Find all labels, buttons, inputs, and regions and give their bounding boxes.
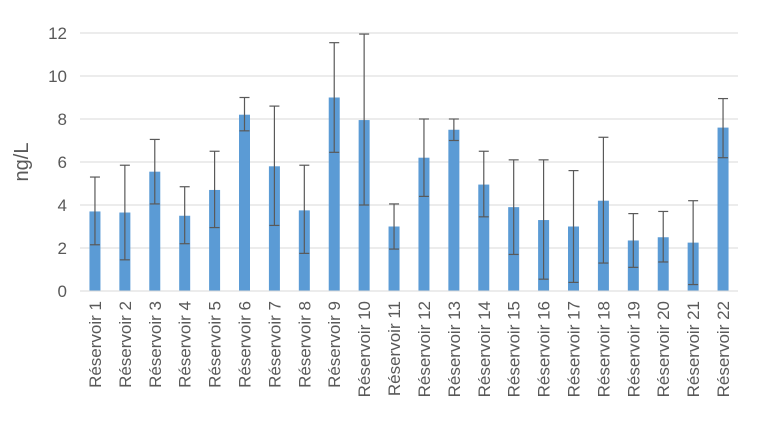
category-label-19: Réservoir 19 (624, 301, 643, 397)
category-label-14: Réservoir 14 (475, 301, 494, 397)
error-bar-2 (119, 164, 130, 261)
category-label-3: Réservoir 3 (146, 301, 165, 388)
error-bar-15 (508, 159, 519, 256)
category-label-5: Réservoir 5 (206, 301, 225, 388)
category-label-17: Réservoir 17 (565, 301, 584, 397)
error-bar-16 (538, 159, 549, 280)
category-labels: Réservoir 1 Réservoir 2 Réservoir 3 Réservo… (86, 301, 733, 397)
error-bar-12 (418, 118, 429, 197)
bar-20 (657, 237, 669, 291)
error-bars (89, 33, 729, 286)
bars (89, 97, 729, 291)
bar-3 (149, 171, 161, 291)
category-label-9: Réservoir 9 (325, 301, 344, 388)
bar-9 (328, 97, 340, 291)
y-axis-ticks: 0 2 4 6 8 10 12 (48, 24, 67, 301)
error-bar-4 (179, 186, 190, 245)
bar-14 (478, 184, 490, 291)
error-bar-7 (269, 105, 280, 227)
error-bar-8 (299, 164, 310, 254)
bar-5 (209, 189, 221, 291)
error-bar-14 (478, 150, 489, 218)
error-bar-18 (598, 136, 609, 264)
y-tick-label: 10 (48, 67, 67, 86)
category-label-1: Réservoir 1 (86, 301, 105, 388)
category-label-11: Réservoir 11 (385, 301, 404, 396)
error-bar-17 (568, 170, 579, 283)
error-bar-5 (209, 150, 220, 229)
category-label-16: Réservoir 16 (535, 301, 554, 397)
y-tick-label: 6 (58, 153, 67, 172)
category-label-2: Réservoir 2 (116, 301, 135, 388)
category-label-15: Réservoir 15 (505, 301, 524, 397)
category-label-18: Réservoir 18 (594, 301, 613, 397)
bar-12 (418, 157, 430, 291)
y-tick-label: 2 (58, 239, 67, 258)
bar-11 (388, 226, 400, 291)
y-tick-label: 12 (48, 24, 67, 43)
error-bar-1 (89, 176, 100, 246)
bar-1 (89, 211, 101, 291)
error-bar-13 (448, 118, 459, 142)
category-label-10: Réservoir 10 (355, 301, 374, 397)
error-bar-20 (658, 210, 669, 263)
category-label-22: Réservoir 22 (714, 301, 733, 397)
y-tick-label: 4 (58, 196, 67, 215)
category-label-8: Réservoir 8 (295, 301, 314, 388)
y-tick-label: 0 (58, 282, 67, 301)
category-label-20: Réservoir 20 (654, 301, 673, 397)
error-bar-3 (149, 138, 160, 205)
error-bar-22 (718, 97, 729, 159)
error-bar-10 (359, 33, 370, 206)
error-bar-9 (329, 42, 340, 153)
y-tick-label: 8 (58, 110, 67, 129)
bar-13 (448, 129, 460, 291)
error-bar-19 (628, 213, 639, 268)
gridlines (80, 32, 738, 249)
error-bar-6 (239, 96, 250, 132)
category-label-21: Réservoir 21 (684, 301, 703, 397)
bar-6 (239, 114, 250, 291)
category-label-13: Réservoir 13 (445, 301, 464, 397)
y-axis-title: ng/L (11, 143, 33, 182)
category-label-6: Réservoir 6 (236, 301, 255, 388)
bar-7 (268, 166, 280, 291)
bar-22 (717, 127, 729, 291)
error-bar-21 (688, 200, 699, 286)
bar-4 (179, 215, 191, 291)
category-label-12: Réservoir 12 (415, 301, 434, 397)
category-label-4: Réservoir 4 (176, 301, 195, 388)
category-label-7: Réservoir 7 (265, 301, 284, 388)
error-bar-11 (389, 203, 400, 250)
